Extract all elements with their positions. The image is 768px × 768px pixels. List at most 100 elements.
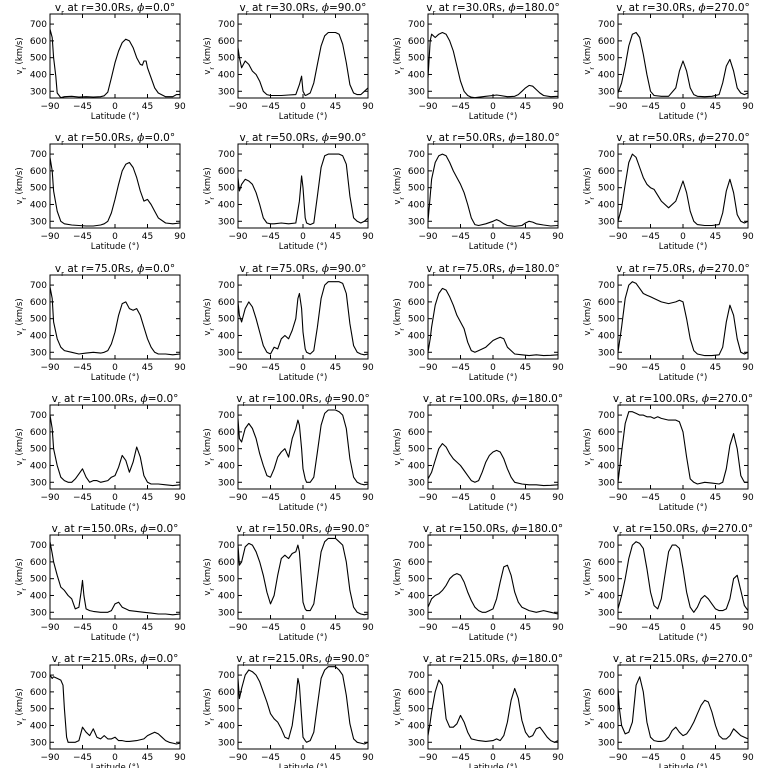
panel-14-xtick-label-0: −90 [419,493,438,503]
panel-11-ylabel: vr (km/s) [583,298,596,335]
panel-22-xlabel: Latitude (°) [469,763,518,768]
panel-17: vr at r=150.0Rs, ϕ=90.0° −90 −45 0 45 90 300 40… [203,523,374,643]
panel-13-ytick-label-3: 600 [218,428,235,438]
panel-13-ytick-label-0: 300 [218,478,235,488]
panel-3-title: vr at r=30.0Rs, ϕ=270.0° [616,2,750,17]
panel-22-xtick-label-4: 90 [552,753,564,763]
panel-14-xtick-label-4: 90 [552,493,564,503]
panel-8-ytick-label-3: 600 [30,298,47,308]
panel-21-xtick-label-0: −90 [229,753,248,763]
panel-2-xtick-label-2: 0 [490,102,496,112]
panel-16-ytick-label-3: 600 [30,558,47,568]
panel-9-ytick-label-4: 700 [218,281,235,291]
panel-15: vr at r=100.0Rs, ϕ=270.0° −90 −45 0 45 90 300 4… [583,393,754,513]
panel-22-ytick-label-2: 500 [408,705,425,715]
panel-16-title: vr at r=150.0Rs, ϕ=0.0° [52,523,179,538]
panel-0-title: vr at r=30.0Rs, ϕ=0.0° [55,2,175,17]
panel-6-ylabel: vr (km/s) [393,167,406,204]
panel-20-xtick-label-2: 0 [112,753,118,763]
panel-10-frame [427,274,559,360]
panel-11-series-line [617,281,749,357]
panel-17-ytick-label-1: 400 [218,591,235,601]
panel-18-ytick-label-3: 600 [408,558,425,568]
panel-6-xtick-label-4: 90 [552,232,564,242]
panel-18-ytick-label-4: 700 [408,541,425,551]
panel-20-xlabel: Latitude (°) [91,763,140,768]
panel-7-xtick-label-1: −45 [641,232,660,242]
panel-2-ylabel: vr (km/s) [393,37,406,74]
panel-21-ytick-label-2: 500 [218,705,235,715]
panel-9-ytick-label-2: 500 [218,315,235,325]
panel-16-ytick-label-0: 300 [30,608,47,618]
panel-1-title: vr at r=30.0Rs, ϕ=90.0° [240,2,367,17]
panel-14-xtick-label-3: 45 [520,493,531,503]
panel-8-xtick-label-1: −45 [73,363,92,373]
panel-23-ytick-label-4: 700 [598,671,615,681]
panel-9-xlabel: Latitude (°) [279,373,328,383]
panel-14-title: vr at r=100.0Rs, ϕ=180.0° [423,393,563,408]
panel-4-ytick-label-1: 400 [30,200,47,210]
panel-18-xtick-label-4: 90 [552,623,564,633]
panel-15-xtick-label-2: 0 [680,493,686,503]
panel-19-xtick-label-4: 90 [742,623,754,633]
panel-15-ytick-label-0: 300 [598,478,615,488]
panel-3-ytick-label-2: 500 [598,54,615,64]
panel-1-xtick-label-2: 0 [300,102,306,112]
panel-15-ytick-label-4: 700 [598,411,615,421]
panel-2-ytick-label-3: 600 [408,37,425,47]
panel-12-ytick-label-3: 600 [30,428,47,438]
panel-20-ytick-label-4: 700 [30,671,47,681]
panel-19-xtick-label-2: 0 [680,623,686,633]
panel-2-ytick-label-1: 400 [408,70,425,80]
panel-19-ytick-label-3: 600 [598,558,615,568]
panel-8-xtick-label-0: −90 [41,363,60,373]
panel-5-ytick-label-0: 300 [218,217,235,227]
panel-18-ytick-label-0: 300 [408,608,425,618]
panel-4: vr at r=50.0Rs, ϕ=0.0° −90 −45 0 45 90 300 400 5… [15,132,186,252]
panel-12-ylabel: vr (km/s) [15,428,28,465]
panel-16-ylabel: vr (km/s) [15,558,28,595]
panel-21-ytick-label-0: 300 [218,738,235,748]
panel-3: vr at r=30.0Rs, ϕ=270.0° −90 −45 0 45 90 300 40… [583,2,754,122]
panel-6-ytick-label-2: 500 [408,184,425,194]
panel-5-xtick-label-3: 45 [330,232,341,242]
panel-22-series-line [427,679,559,743]
panel-4-ytick-label-2: 500 [30,184,47,194]
panel-17-ytick-label-4: 700 [218,541,235,551]
panel-7-frame [617,143,749,229]
panel-2-frame [427,13,559,99]
panel-6-xtick-label-2: 0 [490,232,496,242]
panel-5-xtick-label-1: −45 [261,232,280,242]
panel-11-ytick-label-1: 400 [598,331,615,341]
panel-5-xtick-label-4: 90 [362,232,374,242]
panel-4-xlabel: Latitude (°) [91,242,140,252]
panel-18-xtick-label-3: 45 [520,623,531,633]
panel-2-ytick-label-4: 700 [408,20,425,30]
panel-2-series-line [427,31,559,99]
panel-10-ytick-label-3: 600 [408,298,425,308]
panel-5-xlabel: Latitude (°) [279,242,328,252]
panel-22: vr at r=215.0Rs, ϕ=180.0° −90 −45 0 45 90 300 4… [393,653,564,768]
panel-4-xtick-label-0: −90 [41,232,60,242]
panel-15-xtick-label-4: 90 [742,493,754,503]
panel-15-ytick-label-2: 500 [598,445,615,455]
panel-9-xtick-label-3: 45 [330,363,341,373]
panel-16-ytick-label-4: 700 [30,541,47,551]
panel-15-xtick-label-3: 45 [710,493,721,503]
panel-20-xtick-label-1: −45 [73,753,92,763]
panel-19-frame [617,534,749,620]
panel-21-xtick-label-1: −45 [261,753,280,763]
panel-4-ytick-label-3: 600 [30,167,47,177]
panel-10-xlabel: Latitude (°) [469,373,518,383]
panel-19-ylabel: vr (km/s) [583,558,596,595]
panel-22-xtick-label-0: −90 [419,753,438,763]
panel-20-ytick-label-2: 500 [30,705,47,715]
panel-7-ytick-label-2: 500 [598,184,615,194]
panel-14-xlabel: Latitude (°) [469,503,518,513]
panel-23-ylabel: vr (km/s) [583,688,596,725]
panel-5-ytick-label-1: 400 [218,200,235,210]
panel-17-ylabel: vr (km/s) [203,558,216,595]
panel-17-xtick-label-2: 0 [300,623,306,633]
panel-14-ytick-label-1: 400 [408,461,425,471]
panel-13-series-line [237,409,369,486]
